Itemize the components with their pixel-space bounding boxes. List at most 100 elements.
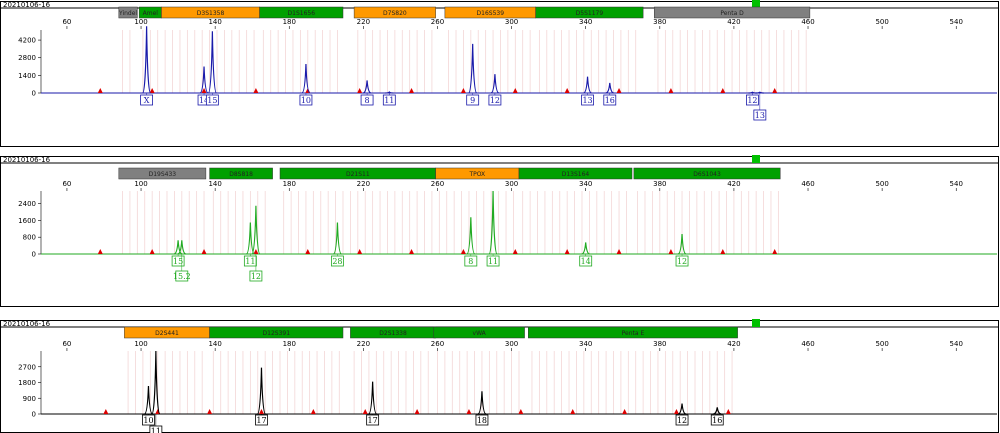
allele-box[interactable] [486,255,500,267]
peak[interactable] [199,66,209,94]
peak[interactable] [677,234,687,255]
allele-box[interactable] [475,414,489,426]
allele-box[interactable] [255,414,268,426]
locus-bar-Yindel[interactable] [118,6,138,19]
locus-bar-vWA[interactable] [433,326,525,339]
allele-box[interactable] [464,255,478,267]
size-standard-marker [97,88,103,93]
x-tick-label: 100 [134,340,147,348]
locus-label: D16S539 [477,10,505,17]
allele-box[interactable] [746,94,759,106]
locus-bar-D1S1656[interactable] [259,6,344,19]
x-tick-label: 380 [653,340,666,348]
panel-black: 20210106-16 D2S441 D12S391 D2S1338 vWA Penta … [0,319,999,433]
allele-box[interactable] [149,425,163,433]
allele-box[interactable] [603,94,617,106]
peak[interactable] [177,240,186,255]
locus-bar-D5S1179[interactable] [535,6,644,19]
allele-box[interactable] [581,94,594,106]
peak[interactable] [748,91,757,94]
locus-bar-Penta E[interactable] [528,326,738,339]
panel-frame [0,1,999,147]
allele-box[interactable] [142,414,155,426]
locus-label: D6S1043 [693,171,721,178]
allele-box[interactable] [243,255,257,267]
allele-box[interactable] [299,94,313,106]
allele-box[interactable] [249,270,263,282]
peak[interactable] [488,190,498,255]
locus-label: Yindel [118,10,137,17]
allele-label: 8 [468,257,473,266]
y-tick-label: 0 [32,251,36,259]
peak[interactable] [256,367,267,415]
x-tick-label: 540 [950,340,963,348]
allele-box[interactable] [171,255,185,267]
allele-box[interactable] [140,94,154,106]
size-standard-marker [570,409,576,414]
size-standard-marker [564,88,570,93]
x-tick-label: 140 [208,180,221,188]
size-standard-marker [258,409,264,414]
locus-bar-D6S1043[interactable] [633,167,781,180]
peak[interactable] [677,403,687,415]
peak[interactable] [144,385,153,415]
peak[interactable] [301,63,311,94]
peak[interactable] [333,222,342,255]
size-standard-marker [460,249,466,254]
peak[interactable] [246,222,255,255]
peak[interactable] [581,242,590,255]
locus-label: D2S1338 [379,330,407,337]
locus-bar-D12S391[interactable] [209,326,344,339]
peak[interactable] [251,205,261,255]
peak[interactable] [466,217,476,255]
peak[interactable] [583,76,592,94]
peak[interactable] [385,91,394,94]
allele-box[interactable] [466,94,480,106]
allele-label: 12 [747,96,757,105]
locus-bar-D7S820[interactable] [353,6,436,19]
y-tick-label: 0 [32,411,36,419]
allele-box[interactable] [331,255,344,267]
allele-label: 17 [368,416,378,425]
peak[interactable] [151,350,161,415]
size-standard-marker [201,88,207,93]
locus-label: D19S433 [149,171,177,178]
peak[interactable] [755,91,764,94]
peak[interactable] [477,391,487,415]
x-tick-label: 260 [431,18,444,26]
locus-bar-D8S818[interactable] [209,167,273,180]
x-tick-label: 100 [134,180,147,188]
peak[interactable] [468,43,478,94]
locus-bar-D13S164[interactable] [518,167,633,180]
peak[interactable] [490,74,500,94]
allele-box[interactable] [710,414,724,426]
allele-label: 18 [477,416,487,425]
peak[interactable] [362,80,372,94]
allele-box[interactable] [488,94,502,106]
allele-label: X [144,96,150,105]
peak[interactable] [368,381,377,415]
allele-label: 11 [151,427,161,433]
size-standard-marker [725,409,731,414]
peak[interactable] [142,26,152,94]
locus-label: D1S1656 [288,10,316,17]
allele-box[interactable] [175,270,189,282]
peak[interactable] [713,407,722,415]
allele-box[interactable] [360,94,374,106]
locus-bar-Penta D[interactable] [653,6,811,19]
locus-label: D3S1358 [197,10,225,17]
peak[interactable] [173,240,183,255]
allele-box[interactable] [205,94,219,106]
peak[interactable] [605,82,614,94]
allele-box[interactable] [675,414,689,426]
allele-box[interactable] [579,255,593,267]
allele-box[interactable] [366,414,380,426]
x-tick-label: 340 [579,18,592,26]
locus-bar-D19S433[interactable] [118,167,207,180]
allele-box[interactable] [382,94,396,106]
allele-box[interactable] [753,109,767,121]
x-tick-label: 340 [579,180,592,188]
peak[interactable] [207,31,217,94]
allele-box[interactable] [675,255,689,267]
